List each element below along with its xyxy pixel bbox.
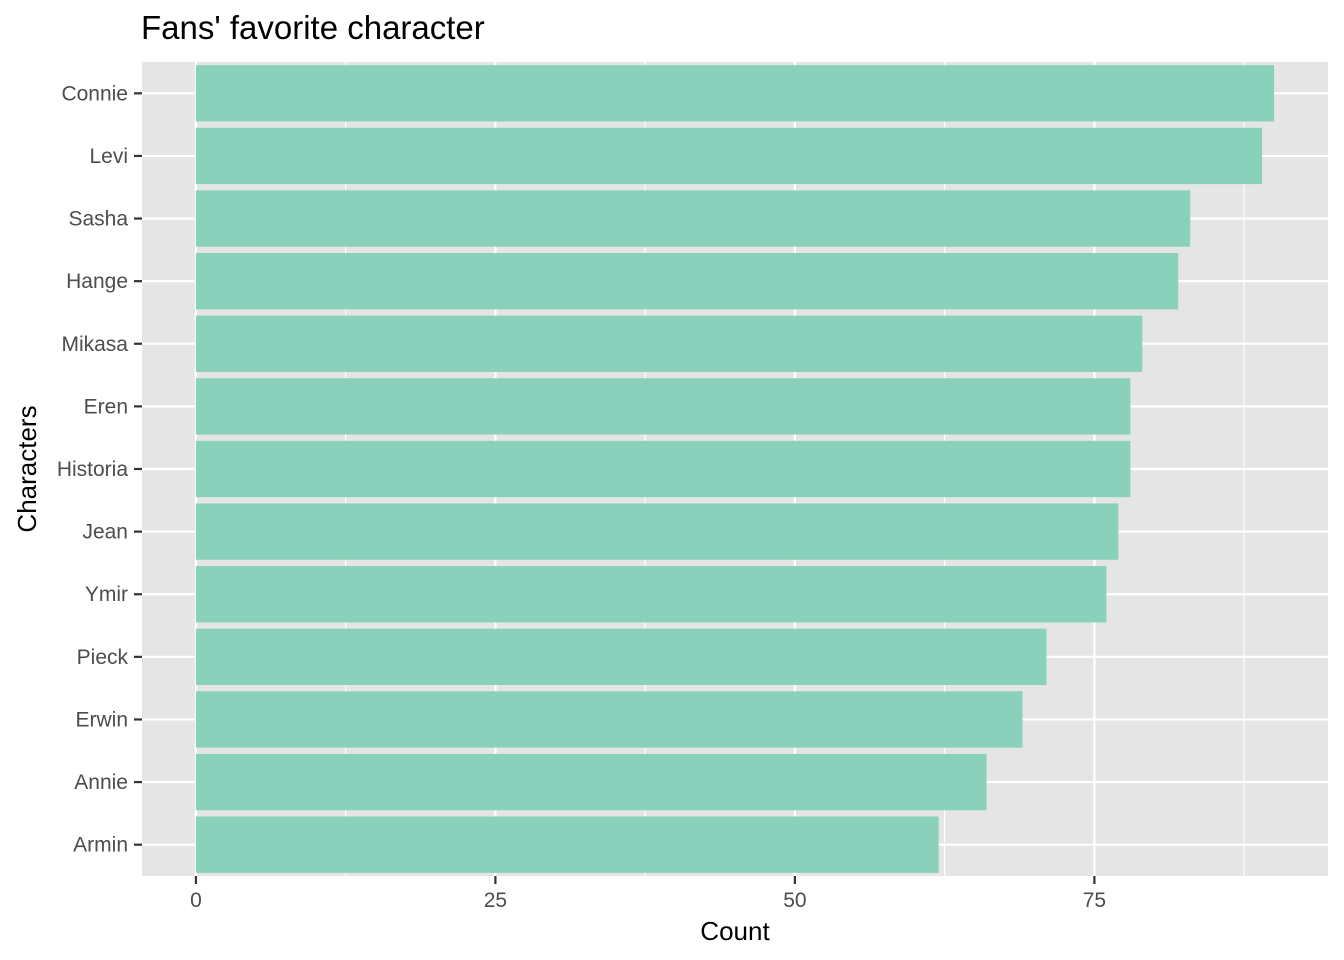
y-tick-label: Sasha (68, 208, 128, 231)
y-axis: Connie Levi Sasha Hange Mikasa Eren Historia Je… (57, 82, 142, 857)
bar-eren (195, 378, 1131, 435)
bar-mikasa (195, 315, 1143, 372)
y-tick-label: Erwin (75, 708, 128, 731)
y-tick-label: Armin (73, 834, 128, 857)
x-axis-title: Count (700, 916, 770, 946)
bar-connie (195, 65, 1275, 122)
x-tick-label: 50 (783, 889, 806, 912)
y-tick-label: Mikasa (61, 333, 128, 356)
bar-annie (195, 753, 987, 811)
bar-sasha (195, 190, 1191, 247)
x-tick-label: 25 (484, 889, 507, 912)
x-axis: 0 25 50 75 (190, 876, 1106, 912)
y-tick-label: Connie (61, 82, 128, 105)
y-tick-label: Levi (89, 145, 128, 168)
y-tick-label: Historia (57, 458, 129, 481)
bar-armin (195, 816, 939, 873)
y-tick-label: Annie (74, 771, 128, 794)
bars (195, 65, 1275, 873)
bar-pieck (195, 628, 1047, 686)
x-tick-label: 0 (190, 889, 202, 912)
y-tick-label: Hange (66, 270, 128, 293)
y-tick-label: Eren (84, 395, 128, 418)
x-tick-label: 75 (1083, 889, 1106, 912)
y-axis-title: Characters (12, 405, 42, 532)
y-tick-label: Jean (82, 521, 128, 544)
y-tick-label: Ymir (85, 583, 128, 606)
y-tick-label: Pieck (77, 646, 129, 669)
bar-levi (195, 127, 1263, 185)
bar-historia (195, 440, 1131, 498)
bar-erwin (195, 691, 1023, 748)
bar-jean (195, 503, 1119, 560)
bar-hange (195, 252, 1179, 310)
chart-title: Fans' favorite character (141, 9, 485, 46)
bar-ymir (195, 566, 1107, 623)
